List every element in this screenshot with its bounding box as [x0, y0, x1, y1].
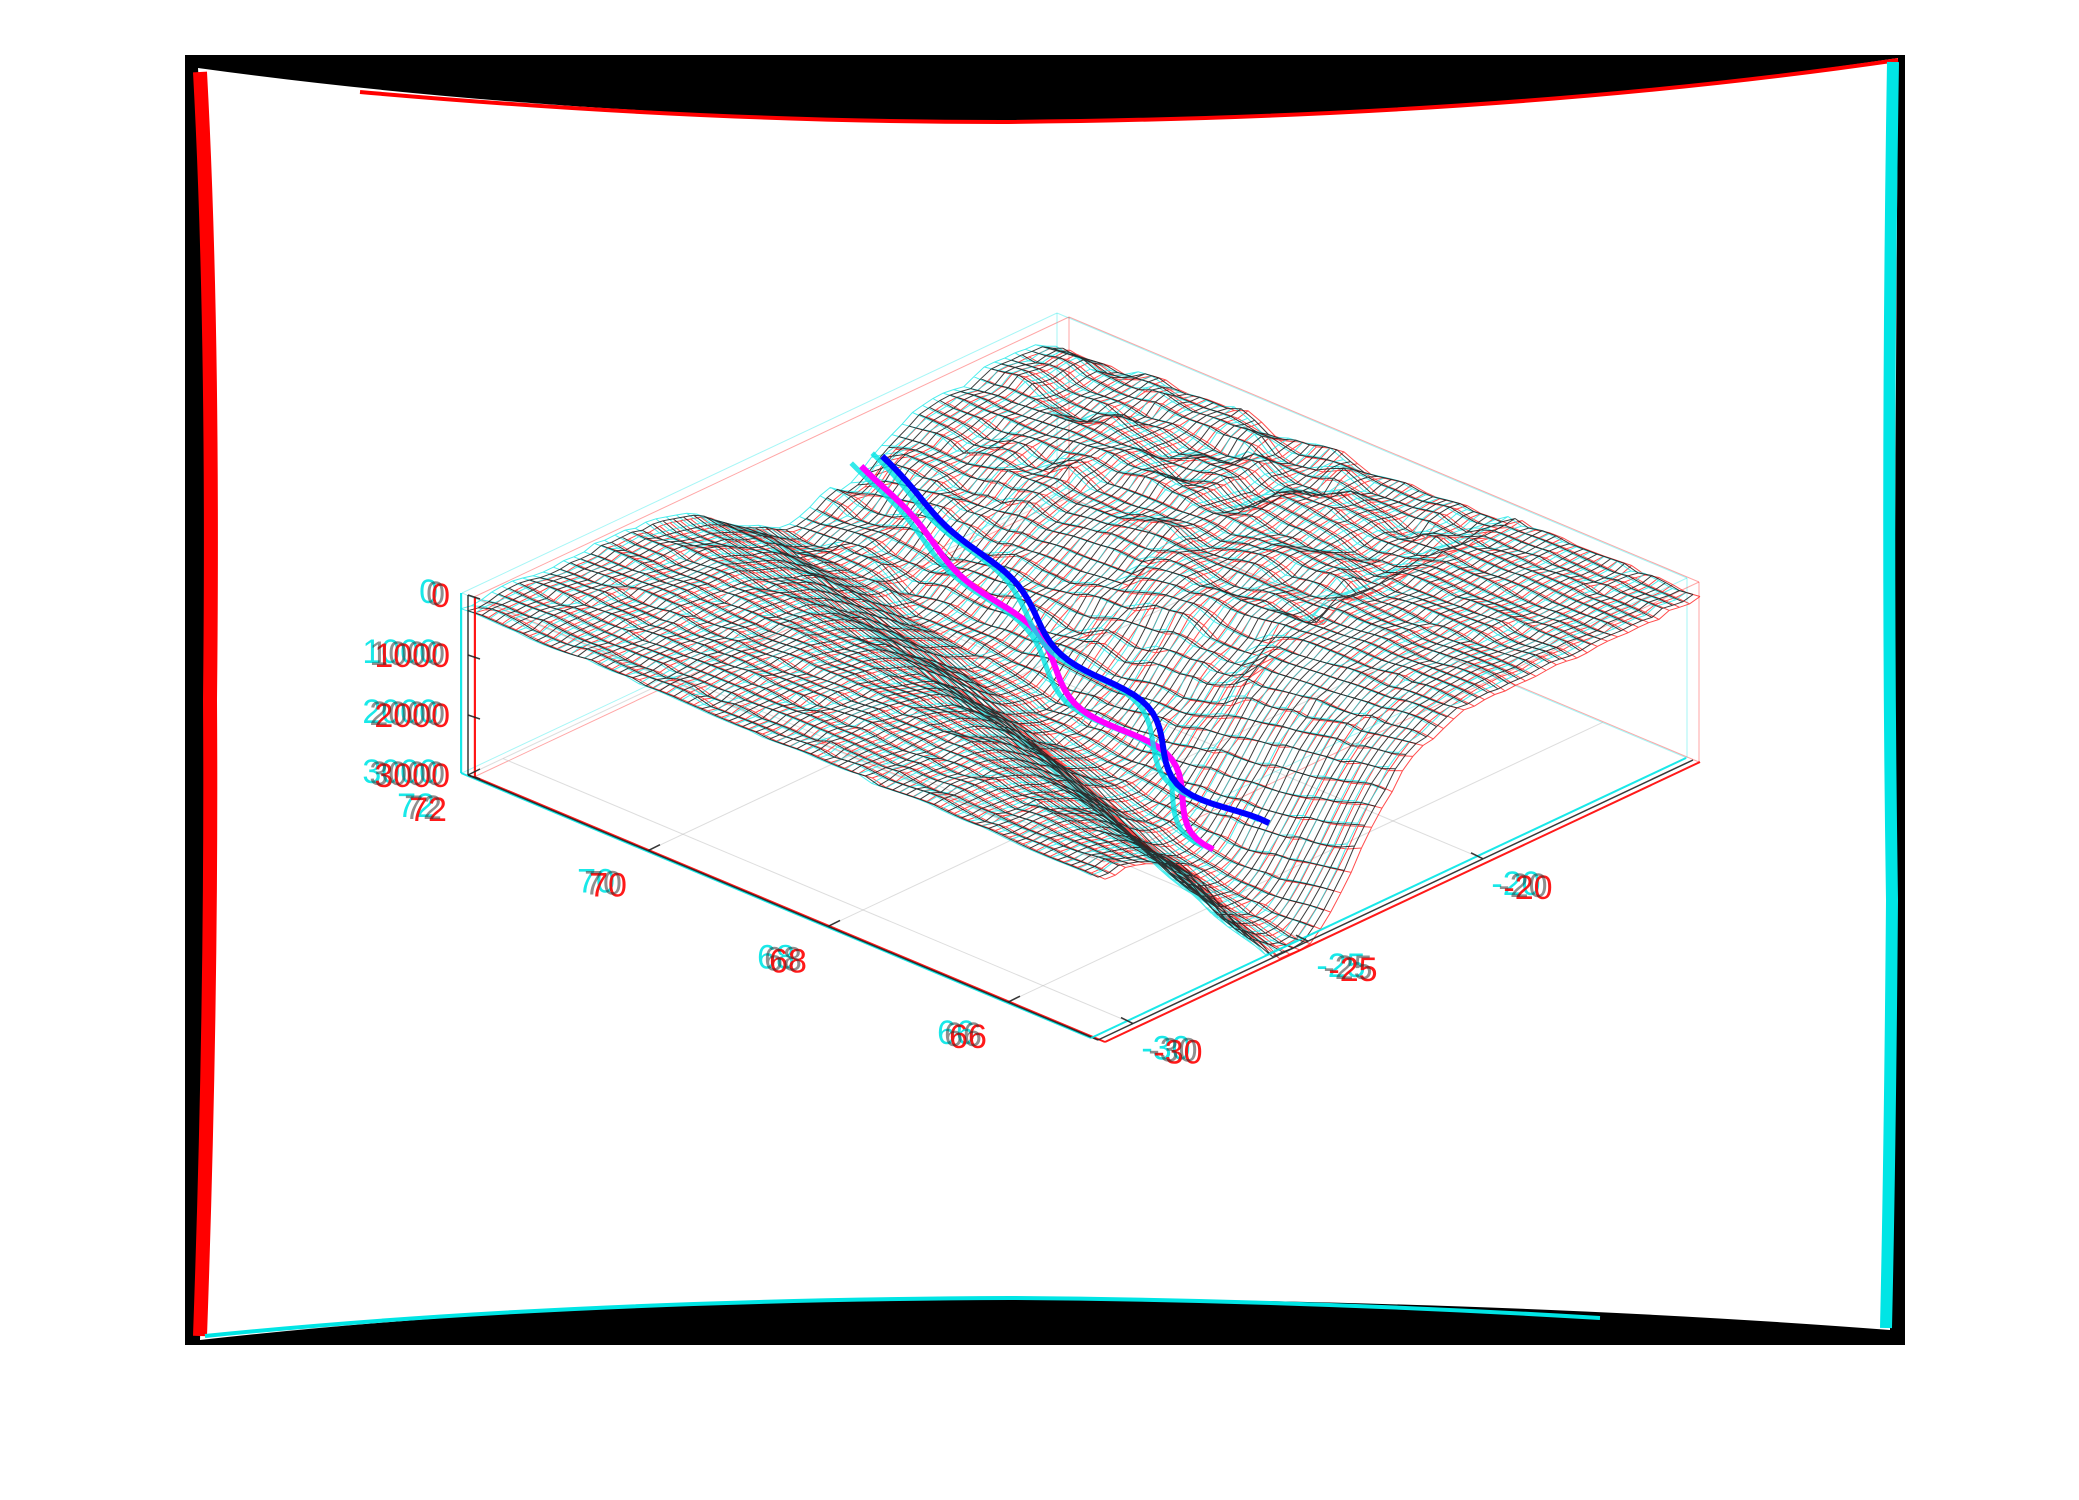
z-tick-label: 2000	[362, 693, 438, 731]
z-tick-label: 0	[419, 573, 438, 611]
x-tick-label: 66	[949, 1018, 987, 1056]
x-tick-label: 70	[589, 867, 627, 905]
y-tick-label: -20	[1498, 867, 1547, 905]
box-edge-back	[461, 312, 1058, 594]
y-tick-label: -25	[1316, 947, 1365, 985]
x-tick-label: 72	[404, 789, 442, 827]
z-tick-mark	[467, 594, 481, 600]
x-tick-label: 68	[769, 942, 807, 980]
surface-mesh	[467, 346, 1694, 958]
axes-box-front	[460, 593, 1701, 1043]
y-tick-mark	[1295, 934, 1309, 942]
y-axis-line-cyan	[1090, 757, 1687, 1039]
track-lines	[849, 451, 1271, 853]
x-tick-mark	[467, 768, 481, 776]
y-axis-line	[1097, 759, 1694, 1041]
z-tick-label: 1000	[369, 635, 445, 673]
x-tick-label: 72	[397, 787, 435, 825]
z-tick-label: 2000	[369, 695, 445, 733]
z-tick-label: 2000	[374, 697, 450, 735]
tick-labels: 666666686868707070727272-30-30-30-25-25-…	[362, 573, 1552, 1072]
z-tick-label: 0	[431, 577, 450, 615]
x-tick-mark	[647, 844, 661, 852]
track-line	[880, 454, 1271, 826]
x-tick-label: 68	[764, 940, 802, 978]
plot-area: 666666686868707070727272-30-30-30-25-25-…	[362, 312, 1701, 1072]
track-cyan-eye	[870, 451, 1261, 823]
x-axis-line-cyan	[460, 772, 1092, 1039]
page-edge-red-left	[193, 71, 218, 1337]
z-tick-label: 3000	[374, 757, 450, 795]
x-tick-label: 66	[944, 1016, 982, 1054]
page-edge-cyan-bottom	[204, 1295, 1601, 1338]
y-tick-label: -20	[1491, 865, 1540, 903]
x-tick-label: 70	[584, 865, 622, 903]
x-tick-label: 68	[757, 938, 795, 976]
x-tick-label: 66	[937, 1014, 975, 1052]
z-tick-label: 1000	[374, 637, 450, 675]
page-edge-cyan-right	[1880, 61, 1899, 1329]
x-tick-label: 70	[577, 863, 615, 901]
y-tick-label: -20	[1503, 869, 1552, 907]
box-edge-back	[1056, 312, 1688, 579]
y-tick-label: -30	[1148, 1032, 1197, 1070]
x-tick-mark	[1007, 995, 1021, 1003]
z-tick-mark	[467, 654, 481, 660]
y-tick-label: -25	[1328, 951, 1377, 989]
z-tick-label: 3000	[369, 755, 445, 793]
x-tick-label: 72	[409, 791, 447, 829]
z-tick-label: 0	[426, 575, 445, 613]
y-tick-mark	[1120, 1016, 1134, 1025]
floor-gridline-y	[502, 758, 1134, 1024]
z-tick-label: 1000	[362, 633, 438, 671]
y-tick-label: -30	[1141, 1030, 1190, 1068]
box-edge-back	[1068, 316, 1700, 583]
box-edge-back	[473, 316, 1070, 598]
z-tick-label: 3000	[362, 753, 438, 791]
z-tick-mark	[467, 714, 481, 720]
page-edge-red-top	[359, 58, 1899, 125]
x-axis-line-red	[474, 776, 1106, 1043]
z-tick-mark	[467, 774, 481, 780]
warped-page	[198, 58, 1898, 1340]
y-tick-mark	[1470, 852, 1484, 860]
y-tick-label: -30	[1153, 1034, 1202, 1072]
y-axis-line-red	[1104, 761, 1701, 1043]
x-tick-mark	[827, 919, 841, 928]
mesh-wire	[467, 346, 1694, 958]
x-axis-line	[467, 774, 1099, 1041]
y-tick-label: -25	[1323, 949, 1372, 987]
